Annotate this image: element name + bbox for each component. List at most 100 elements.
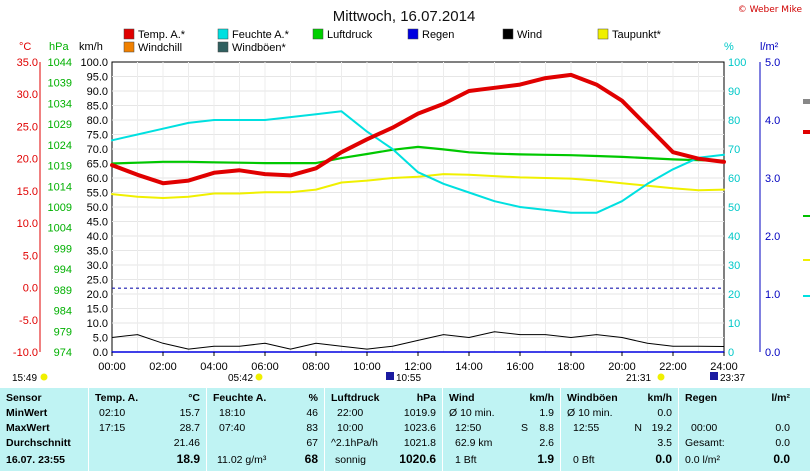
event-marker1: 10:55 [396,373,421,384]
rain-tick-0: 5.0 [765,57,780,69]
rain-total-label: Gesamt: [685,437,725,449]
hum-now: 68 [304,452,318,466]
chart-title: Mittwoch, 16.07.2014 [333,8,476,25]
series-temp-a [110,72,726,186]
wind-avg: 2.6 [539,437,554,449]
wind-now: 1.9 [537,452,554,466]
stats-col-temp: Temp. A. °C 02:10 15.7 17:15 28.7 21.46 … [88,388,206,471]
gust-unit-head: km/h [647,392,672,404]
sunrise-icon [255,373,263,381]
temp-min-value: 15.7 [179,407,200,419]
stats-col-sensor: Sensor MinWert MaxWert Durchschnitt 16.0… [0,388,88,471]
rain-today: 0.0 l/m² [685,454,721,466]
wind-tick-20: 0.0 [93,347,108,359]
x-tick-12: 24:00 [710,361,738,373]
series-luftdruck [110,145,726,165]
x-tick-7: 14:00 [455,361,483,373]
wind-tick-9: 55.0 [87,188,108,200]
hum-tick-1: 90 [728,86,740,98]
x-tick-5: 10:00 [353,361,381,373]
x-tick-10: 20:00 [608,361,636,373]
wind-bft: 1 Bft [455,454,477,466]
wind-avg10-label: Ø 10 min. [449,407,495,419]
hum-tick-0: 100 [728,57,746,69]
stats-panel: Sensor MinWert MaxWert Durchschnitt 16.0… [0,388,810,471]
hum-min-time: 18:10 [219,407,246,419]
hum-tick-9: 10 [728,318,740,330]
gust-now: 0.0 [655,452,672,466]
legend-swatch-1 [217,28,229,40]
temp-tick-6: 5.0 [23,250,38,262]
temp-tick-9: -10.0 [13,347,38,359]
x-tick-8: 16:00 [506,361,534,373]
sun-icon [40,373,48,381]
legend-label-6: Windchill [138,42,182,54]
gust-avg10-value: 0.0 [657,407,672,419]
press-tick-6: 1014 [48,181,72,193]
press-tick-14: 974 [54,347,72,359]
legend-swatch-4 [502,28,514,40]
hum-unit: % [724,41,734,53]
stats-col-gust: Windböen km/h Ø 10 min. 0.0 12:55 N 19.2… [560,388,678,471]
y-axes: 35.0 30.0 25.0 20.0 15.0 10.0 5.0 0.0 -5.0 -10.0 1… [13,57,780,359]
wind-tick-14: 30.0 [87,260,108,272]
credit-label: © Weber Mike [738,5,803,15]
temp-tick-4: 15.0 [17,186,38,198]
temp-unit-head: °C [188,392,200,404]
hum-avg: 67 [306,437,318,449]
rain-tick-1: 4.0 [765,115,780,127]
x-tick-9: 18:00 [557,361,585,373]
stats-min-label: MinWert [6,407,48,419]
press-tick-8: 1004 [48,223,72,235]
rain-tick-4: 1.0 [765,289,780,301]
x-tick-6: 12:00 [404,361,432,373]
wind-tick-16: 20.0 [87,289,108,301]
gust-max-value: 19.2 [651,422,672,434]
weather-chart: Mittwoch, 16.07.2014 © Weber Mike Temp. … [12,5,810,384]
rain-now: 0.0 [773,452,790,466]
legend-label-4: Wind [517,29,542,41]
rain-tick-3: 2.0 [765,231,780,243]
hum-tick-10: 0 [728,347,734,359]
temp-max-value: 28.7 [179,422,200,434]
x-tick-3: 06:00 [251,361,279,373]
gust-head: Windböen [567,392,618,404]
moon-icon-2 [710,372,718,380]
hum-tick-4: 60 [728,173,740,185]
press-tick-10: 994 [54,264,72,276]
hum-abs: 11.02 g/m³ [217,454,267,466]
temp-tick-0: 35.0 [17,57,38,69]
rain-unit: l/m² [760,41,779,53]
event-markers: 15:49 05:42 10:55 21:31 23:37 [12,372,745,384]
gust-avg: 3.5 [657,437,672,449]
hum-max-value: 83 [306,422,318,434]
series-wind [111,331,725,350]
wind-tick-0: 100.0 [80,57,108,69]
temp-tick-2: 25.0 [17,121,38,133]
hum-max-time: 07:40 [219,422,246,434]
temp-max-time: 17:15 [99,422,126,434]
series-taupunkt [111,173,725,199]
press-max-time: 10:00 [337,422,364,434]
rain-tick-5: 0.0 [765,347,780,359]
legend-label-3: Regen [422,29,454,41]
series-feuchte-a [111,110,725,214]
x-tick-2: 04:00 [200,361,228,373]
moon-icon [386,372,394,380]
press-head: Luftdruck [331,392,380,404]
legend-label-7: Windböen* [232,42,287,54]
temp-tick-7: 0.0 [23,283,38,295]
event-left-time: 15:49 [12,373,37,384]
wind-head: Wind [449,392,475,404]
x-tick-4: 08:00 [302,361,330,373]
legend-swatch-2 [312,28,324,40]
hum-tick-8: 20 [728,289,740,301]
legend-label-1: Feuchte A.* [232,29,290,41]
wind-unit: km/h [79,41,103,53]
edge-marker-gray [803,99,810,104]
hum-tick-5: 50 [728,202,740,214]
event-marker2: 23:37 [720,373,745,384]
temp-tick-8: -5.0 [19,315,38,327]
x-tick-11: 22:00 [659,361,687,373]
press-tick-1: 1039 [48,78,72,90]
